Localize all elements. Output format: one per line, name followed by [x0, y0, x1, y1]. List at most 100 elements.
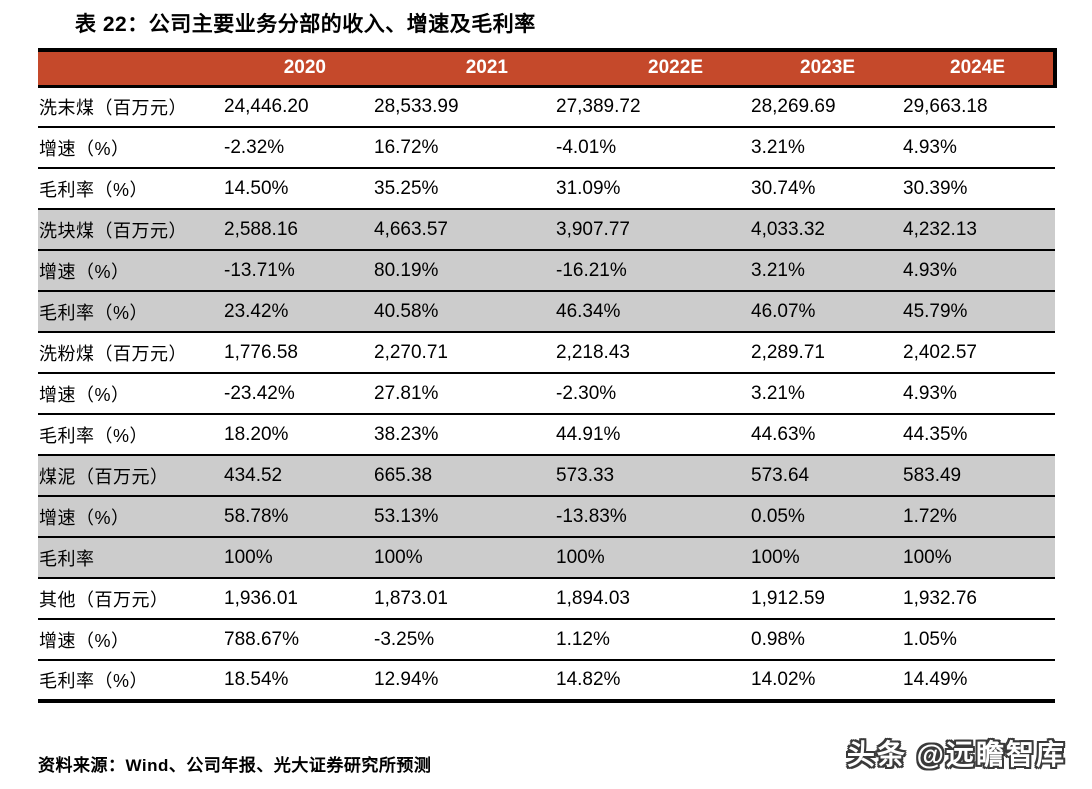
row-label-cell: 洗粉煤（百万元）	[38, 332, 224, 374]
value-cell: 2,588.16	[224, 209, 374, 251]
value-cell: -16.21%	[556, 250, 751, 292]
column-header-blank	[38, 48, 224, 88]
table-row: 洗块煤（百万元） 2,588.16 4,663.57 3,907.77 4,033.32…	[38, 209, 1055, 251]
column-header-2023e: 2023E	[751, 48, 903, 88]
value-cell: 4,663.57	[374, 209, 556, 251]
value-cell: 27.81%	[374, 373, 556, 415]
value-cell: 46.34%	[556, 291, 751, 333]
column-header-2021: 2021	[374, 48, 556, 88]
value-cell: 1,776.58	[224, 332, 374, 374]
table-row: 其他（百万元） 1,936.01 1,873.01 1,894.03 1,912.59 1…	[38, 578, 1055, 620]
value-cell: 665.38	[374, 455, 556, 497]
value-cell: 0.05%	[751, 496, 903, 538]
value-cell: 1.05%	[903, 619, 1055, 661]
value-cell: 58.78%	[224, 496, 374, 538]
table-header-row: 2020 2021 2022E 2023E 2024E	[38, 48, 1057, 88]
value-cell: 4.93%	[903, 127, 1055, 169]
table-row: 洗粉煤（百万元） 1,776.58 2,270.71 2,218.43 2,289.71…	[38, 332, 1055, 374]
value-cell: 18.54%	[224, 660, 374, 703]
value-cell: 45.79%	[903, 291, 1055, 333]
value-cell: 28,533.99	[374, 86, 556, 128]
value-cell: 100%	[751, 537, 903, 579]
value-cell: 2,218.43	[556, 332, 751, 374]
value-cell: 14.82%	[556, 660, 751, 703]
value-cell: 44.63%	[751, 414, 903, 456]
value-cell: 100%	[903, 537, 1055, 579]
value-cell: 16.72%	[374, 127, 556, 169]
value-cell: 100%	[374, 537, 556, 579]
value-cell: 788.67%	[224, 619, 374, 661]
value-cell: 2,402.57	[903, 332, 1055, 374]
column-header-2022e: 2022E	[556, 48, 751, 88]
value-cell: -2.30%	[556, 373, 751, 415]
value-cell: 573.64	[751, 455, 903, 497]
value-cell: 28,269.69	[751, 86, 903, 128]
value-cell: 14.02%	[751, 660, 903, 703]
value-cell: 30.74%	[751, 168, 903, 210]
table-row: 增速（%） -23.42% 27.81% -2.30% 3.21% 4.93%	[38, 373, 1055, 415]
value-cell: -13.83%	[556, 496, 751, 538]
row-label-cell: 洗末煤（百万元）	[38, 86, 224, 128]
value-cell: 24,446.20	[224, 86, 374, 128]
value-cell: 573.33	[556, 455, 751, 497]
value-cell: 1,894.03	[556, 578, 751, 620]
table-row: 洗末煤（百万元） 24,446.20 28,533.99 27,389.72 28,26…	[38, 86, 1055, 128]
value-cell: 0.98%	[751, 619, 903, 661]
column-header-2024e: 2024E	[903, 48, 1057, 88]
row-label-cell: 毛利率（%）	[38, 660, 224, 703]
value-cell: 31.09%	[556, 168, 751, 210]
value-cell: 46.07%	[751, 291, 903, 333]
value-cell: 4,033.32	[751, 209, 903, 251]
value-cell: 40.58%	[374, 291, 556, 333]
value-cell: 2,289.71	[751, 332, 903, 374]
value-cell: -13.71%	[224, 250, 374, 292]
value-cell: 12.94%	[374, 660, 556, 703]
table-row: 毛利率（%） 23.42% 40.58% 46.34% 46.07% 45.79%	[38, 291, 1055, 333]
value-cell: 38.23%	[374, 414, 556, 456]
value-cell: 1,873.01	[374, 578, 556, 620]
table-row: 增速（%） -2.32% 16.72% -4.01% 3.21% 4.93%	[38, 127, 1055, 169]
value-cell: 53.13%	[374, 496, 556, 538]
table-title: 表 22：公司主要业务分部的收入、增速及毛利率	[75, 13, 536, 36]
row-label-cell: 增速（%）	[38, 619, 224, 661]
source-note: 资料来源：Wind、公司年报、光大证券研究所预测	[38, 756, 432, 775]
value-cell: 14.49%	[903, 660, 1055, 703]
value-cell: 3,907.77	[556, 209, 751, 251]
value-cell: 3.21%	[751, 373, 903, 415]
value-cell: 29,663.18	[903, 86, 1055, 128]
value-cell: 30.39%	[903, 168, 1055, 210]
table-row: 毛利率（%） 18.54% 12.94% 14.82% 14.02% 14.49%	[38, 660, 1055, 703]
segment-revenue-table-wrap: 2020 2021 2022E 2023E 2024E 洗末煤（百万元） 24,4…	[38, 48, 1057, 703]
row-label-cell: 增速（%）	[38, 373, 224, 415]
row-label-cell: 毛利率（%）	[38, 414, 224, 456]
row-label-cell: 煤泥（百万元）	[38, 455, 224, 497]
row-label-cell: 增速（%）	[38, 127, 224, 169]
value-cell: -23.42%	[224, 373, 374, 415]
segment-revenue-table: 2020 2021 2022E 2023E 2024E 洗末煤（百万元） 24,4…	[38, 48, 1057, 703]
value-cell: 1,932.76	[903, 578, 1055, 620]
value-cell: 3.21%	[751, 250, 903, 292]
value-cell: 1,936.01	[224, 578, 374, 620]
row-label-cell: 毛利率（%）	[38, 168, 224, 210]
table-row: 增速（%） -13.71% 80.19% -16.21% 3.21% 4.93%	[38, 250, 1055, 292]
column-header-2020: 2020	[224, 48, 374, 88]
value-cell: 14.50%	[224, 168, 374, 210]
value-cell: 2,270.71	[374, 332, 556, 374]
value-cell: 1.12%	[556, 619, 751, 661]
value-cell: 100%	[556, 537, 751, 579]
row-label-cell: 增速（%）	[38, 250, 224, 292]
value-cell: 44.91%	[556, 414, 751, 456]
value-cell: 27,389.72	[556, 86, 751, 128]
value-cell: 4.93%	[903, 250, 1055, 292]
row-label-cell: 增速（%）	[38, 496, 224, 538]
row-label-cell: 洗块煤（百万元）	[38, 209, 224, 251]
row-label-cell: 毛利率	[38, 537, 224, 579]
value-cell: 4,232.13	[903, 209, 1055, 251]
row-label-cell: 毛利率（%）	[38, 291, 224, 333]
table-row: 煤泥（百万元） 434.52 665.38 573.33 573.64 583.49	[38, 455, 1055, 497]
value-cell: -4.01%	[556, 127, 751, 169]
value-cell: 4.93%	[903, 373, 1055, 415]
table-row: 增速（%） 788.67% -3.25% 1.12% 0.98% 1.05%	[38, 619, 1055, 661]
value-cell: 434.52	[224, 455, 374, 497]
value-cell: 3.21%	[751, 127, 903, 169]
